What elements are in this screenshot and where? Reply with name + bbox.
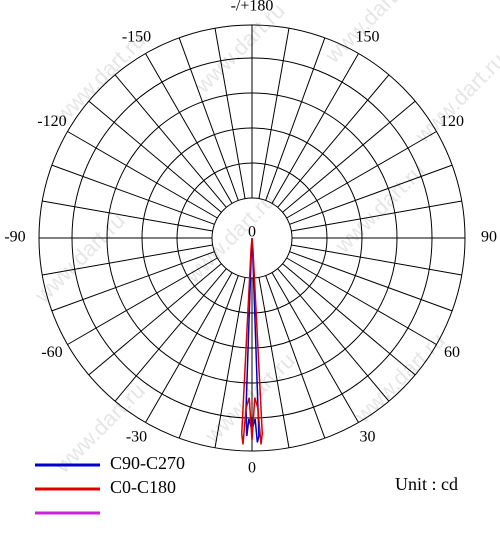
angle-tick-label: 60 (444, 344, 460, 361)
spoke (145, 272, 233, 423)
spoke (282, 263, 416, 376)
spoke (289, 164, 453, 225)
angle-tick-label: -120 (37, 113, 66, 130)
spoke (88, 100, 222, 213)
spoke (258, 277, 290, 448)
angle-tick-label: 30 (360, 429, 376, 446)
watermark: www.dart.ru (29, 208, 130, 309)
legend-label: C90-C270 (110, 453, 185, 473)
angle-tick-label: 90 (481, 229, 497, 246)
watermark: www.dart.ru (329, 158, 430, 259)
spoke (114, 268, 227, 402)
spoke (88, 263, 222, 376)
watermark-layer: www.dart.ru www.dart.ru www.dart.ruwww.dar… (29, 0, 500, 478)
angle-tick-label: -/+180 (231, 0, 274, 15)
angle-tick-label: 0 (248, 460, 256, 477)
angle-tick-label: -60 (41, 344, 62, 361)
polar-grid (38, 24, 466, 452)
spoke (42, 244, 213, 276)
spoke (265, 275, 326, 439)
spoke (114, 74, 227, 208)
spoke (67, 257, 218, 345)
spoke (178, 37, 239, 201)
spoke (258, 28, 290, 199)
spoke (214, 277, 246, 448)
angle-tick-label: 150 (356, 29, 380, 46)
spoke (145, 53, 233, 204)
spoke (286, 131, 437, 219)
r-tick-label: 0 (248, 224, 256, 241)
spoke (51, 251, 215, 312)
spoke (51, 164, 215, 225)
spoke (289, 251, 453, 312)
spoke (271, 53, 359, 204)
intensity-curve (240, 237, 264, 445)
spoke (277, 268, 390, 402)
spoke (291, 200, 462, 232)
legend-label: C0-C180 (110, 477, 176, 497)
spoke (286, 257, 437, 345)
unit-annotation: Unit : cd (395, 474, 458, 494)
spoke (282, 100, 416, 213)
spoke (271, 272, 359, 423)
spoke (42, 200, 213, 232)
spoke (67, 131, 218, 219)
spoke (265, 37, 326, 201)
spoke (178, 275, 239, 439)
angle-tick-label: -30 (126, 429, 147, 446)
spoke (291, 244, 462, 276)
watermark: www.dart.ru (189, 0, 290, 98)
spoke (277, 74, 390, 208)
watermark: www.dart.ru (409, 48, 500, 149)
angle-tick-label: -90 (4, 229, 25, 246)
angle-tick-label: -150 (122, 29, 151, 46)
angle-tick-label: 120 (440, 113, 464, 130)
spoke (214, 28, 246, 199)
